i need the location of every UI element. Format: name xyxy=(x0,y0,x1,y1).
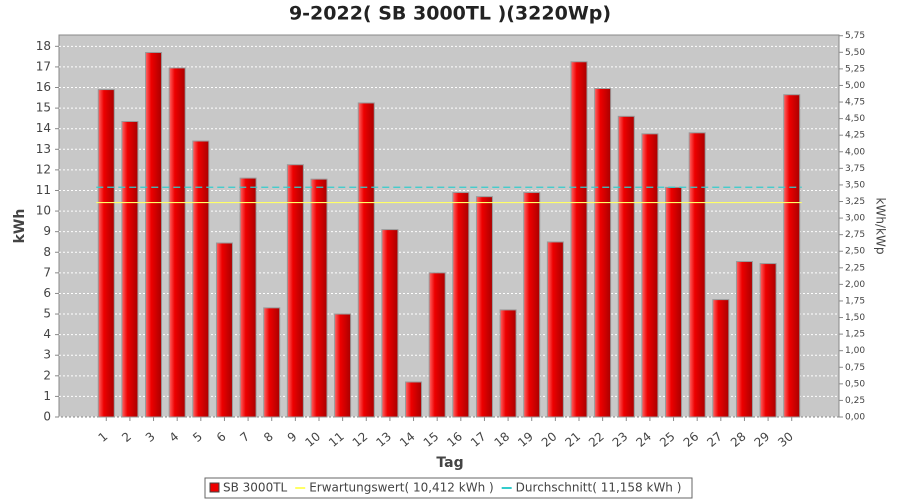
legend-swatch xyxy=(209,482,220,493)
y2-axis-label: kWh/kWp xyxy=(874,198,888,255)
y2-tick-label: 3,50 xyxy=(845,180,865,190)
y-tick-label: 16 xyxy=(36,80,51,94)
y-tick-label: 0 xyxy=(43,410,51,424)
bar xyxy=(617,115,635,418)
y2-tick-label: 4,00 xyxy=(845,147,865,157)
y2-tick-label: 4,75 xyxy=(845,98,865,108)
y2-tick-label: 3,25 xyxy=(845,197,865,207)
y2-tick-label: 4,50 xyxy=(845,114,865,124)
bar xyxy=(641,133,659,418)
bar xyxy=(381,229,399,418)
y-tick-label: 4 xyxy=(43,327,51,341)
bar xyxy=(735,261,753,418)
y2-tick-label: 2,50 xyxy=(845,247,865,257)
bar xyxy=(594,88,612,418)
y2-tick-label: 1,00 xyxy=(845,346,865,356)
y-tick-label: 18 xyxy=(36,39,51,53)
bar xyxy=(192,140,210,418)
bar xyxy=(286,164,304,418)
y-tick-label: 5 xyxy=(43,307,51,321)
plot-area xyxy=(58,34,840,418)
bar xyxy=(310,178,328,418)
y-tick-label: 2 xyxy=(43,368,51,382)
bar xyxy=(357,102,375,418)
y-tick-label: 12 xyxy=(36,162,51,176)
y2-tick-label: 5,75 xyxy=(845,31,865,41)
bar xyxy=(546,241,564,418)
bar xyxy=(121,120,139,418)
y2-tick-label: 2,00 xyxy=(845,280,865,290)
y2-tick-label: 2,75 xyxy=(845,230,865,240)
y2-tick-label: 5,25 xyxy=(845,64,865,74)
y-tick-label: 14 xyxy=(36,121,51,135)
y2-tick-label: 1,25 xyxy=(845,330,865,340)
y2-tick-label: 0,00 xyxy=(845,413,865,423)
y2-tick-label: 5,00 xyxy=(845,81,865,91)
y-tick-label: 3 xyxy=(43,348,51,362)
y-tick-label: 17 xyxy=(36,59,51,73)
y2-tick-label: 5,50 xyxy=(845,48,865,58)
chart-title: 9-2022( SB 3000TL )(3220Wp) xyxy=(289,3,611,25)
bar xyxy=(405,381,423,418)
y2-tick-label: 3,00 xyxy=(845,214,865,224)
x-axis-label: Tag xyxy=(436,455,463,471)
y-tick-label: 11 xyxy=(36,183,51,197)
y-tick-label: 7 xyxy=(43,265,51,279)
bar xyxy=(570,61,588,418)
y-tick-label: 8 xyxy=(43,245,51,259)
y-tick-label: 9 xyxy=(43,224,51,238)
bar xyxy=(712,299,730,418)
y-tick-label: 15 xyxy=(36,101,51,115)
bar xyxy=(452,192,470,418)
y-tick-label: 10 xyxy=(36,204,51,218)
bar xyxy=(759,263,777,418)
y2-tick-label: 1,75 xyxy=(845,296,865,306)
bar xyxy=(523,192,541,418)
y2-tick-label: 3,75 xyxy=(845,164,865,174)
bar xyxy=(215,242,233,418)
bar xyxy=(499,309,517,418)
bar xyxy=(97,89,115,418)
bar xyxy=(168,67,186,418)
legend xyxy=(204,477,693,499)
y-tick-label: 13 xyxy=(36,142,51,156)
legend-label: Erwartungswert( 10,412 kWh ) xyxy=(309,481,493,495)
y2-tick-label: 0,75 xyxy=(845,363,865,373)
bar xyxy=(428,272,446,418)
bar xyxy=(145,52,163,418)
bar xyxy=(783,94,801,418)
bar xyxy=(665,186,683,418)
bar xyxy=(334,313,352,418)
y-tick-label: 1 xyxy=(43,389,51,403)
y-axis-label: kWh xyxy=(12,209,28,244)
y2-tick-label: 1,50 xyxy=(845,313,865,323)
bar xyxy=(688,132,706,418)
y-tick-label: 6 xyxy=(43,286,51,300)
bar xyxy=(263,307,281,418)
y2-tick-label: 0,25 xyxy=(845,396,865,406)
bar xyxy=(239,177,257,418)
legend-label: Durchschnitt( 11,158 kWh ) xyxy=(516,481,682,495)
y2-tick-label: 2,25 xyxy=(845,263,865,273)
y2-tick-label: 0,50 xyxy=(845,379,865,389)
bar xyxy=(475,196,493,418)
y2-tick-label: 4,25 xyxy=(845,131,865,141)
legend-label: SB 3000TL xyxy=(223,481,288,495)
